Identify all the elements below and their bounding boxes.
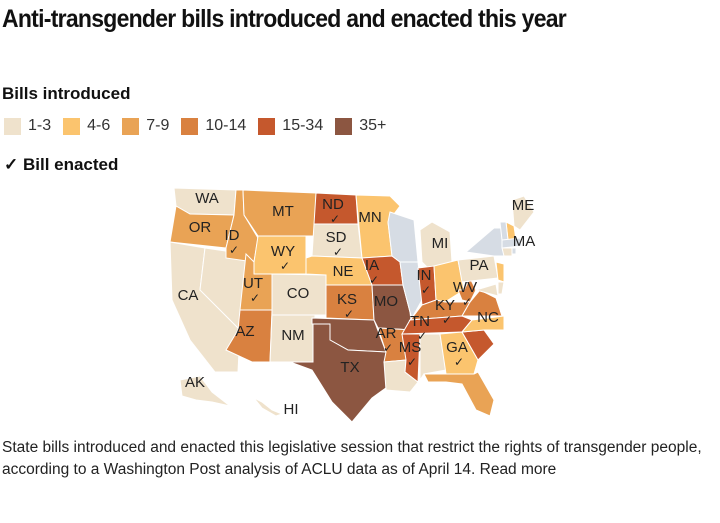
state-label: ND <box>322 196 344 213</box>
enacted-check-icon: ✓ <box>250 291 260 305</box>
enacted-check-icon: ✓ <box>442 313 452 327</box>
state-ri <box>511 247 517 255</box>
state-label: MT <box>272 203 294 220</box>
state-label: MO <box>374 293 398 310</box>
legend-label: 4-6 <box>87 117 111 134</box>
legend-swatch <box>122 117 140 135</box>
state-ms <box>401 333 421 383</box>
legend-swatch <box>4 117 21 135</box>
legend-item: 15-34 <box>258 117 323 135</box>
state-label: IA <box>365 257 379 274</box>
legend-swatch <box>63 117 81 135</box>
state-label: MN <box>358 209 381 226</box>
legend-label: 7-9 <box>146 117 170 134</box>
state-va <box>461 289 503 317</box>
state-label: TX <box>340 359 359 376</box>
legend-item: 10-14 <box>181 117 246 135</box>
state-ga <box>439 331 479 375</box>
state-label: CO <box>287 285 310 302</box>
state-label: IN <box>417 267 432 284</box>
state-label: ME <box>512 197 535 214</box>
state-label: ID <box>225 227 240 244</box>
enacted-check-icon: ✓ <box>462 295 472 309</box>
state-ma <box>501 237 523 249</box>
state-label: CA <box>178 287 199 304</box>
enacted-check-icon: ✓ <box>407 355 417 369</box>
state-az <box>225 309 273 363</box>
state-label: AR <box>376 325 397 342</box>
state-label: NM <box>281 327 304 344</box>
state-hi <box>253 397 284 417</box>
enacted-check-icon: ✓ <box>344 307 354 321</box>
state-label: KS <box>337 291 357 308</box>
legend: 1-3 4-6 7-9 10-14 15-34 35+ <box>4 117 386 135</box>
state-de <box>497 281 505 295</box>
state-fl <box>423 371 495 417</box>
state-label: HI <box>284 401 299 418</box>
state-nc <box>460 315 505 333</box>
state-label: MA <box>513 233 536 250</box>
state-label: NE <box>333 263 354 280</box>
state-label: GA <box>446 339 468 356</box>
state-me <box>511 195 535 231</box>
state-label: AK <box>185 374 205 391</box>
state-tx <box>289 323 391 423</box>
legend-swatch <box>181 117 199 135</box>
state-vt <box>499 221 509 241</box>
state-ak <box>179 375 231 407</box>
enacted-check-icon: ✓ <box>280 259 290 273</box>
state-label: WA <box>195 190 219 207</box>
state-label: UT <box>243 275 263 292</box>
enacted-check-icon: ✓ <box>454 355 464 369</box>
legend-label: 1-3 <box>28 117 52 134</box>
legend-label: 10-14 <box>205 117 247 134</box>
enacted-check-icon: ✓ <box>369 273 379 287</box>
legend-label: 35+ <box>359 117 387 134</box>
legend-item: 7-9 <box>122 117 169 135</box>
state-label: WY <box>271 243 295 260</box>
state-al <box>419 333 447 382</box>
state-label: PA <box>470 257 489 274</box>
state-label: NC <box>477 309 499 326</box>
enacted-check-icon: ✓ <box>383 341 393 355</box>
enacted-check-icon: ✓ <box>417 329 427 343</box>
legend-swatch <box>258 117 276 135</box>
enacted-check-icon: ✓ <box>330 212 340 226</box>
state-label: OR <box>189 219 212 236</box>
enacted-legend: ✓ Bill enacted <box>4 155 119 174</box>
enacted-check-icon: ✓ <box>229 243 239 257</box>
state-label: MI <box>432 235 449 252</box>
state-label: MS <box>399 339 422 356</box>
caption-text: State bills introduced and enacted this … <box>2 439 702 478</box>
legend-label: 15-34 <box>282 117 324 134</box>
chart-title: Anti-transgender bills introduced and en… <box>2 5 567 33</box>
state-label: AZ <box>235 323 254 340</box>
state-label: KY <box>435 297 455 314</box>
legend-item: 4-6 <box>63 117 110 135</box>
state-oh <box>433 259 465 303</box>
state-label: TN <box>410 313 430 330</box>
legend-swatch <box>335 117 353 135</box>
read-more-link[interactable]: Read more <box>479 461 557 478</box>
state-wi <box>387 211 419 263</box>
enacted-check-icon: ✓ <box>421 283 431 297</box>
state-nj <box>495 261 505 283</box>
state-label: SD <box>326 229 347 246</box>
enacted-check-icon: ✓ <box>333 245 343 259</box>
legend-item: 1-3 <box>4 117 51 135</box>
legend-heading: Bills introduced <box>2 84 131 103</box>
legend-item: 35+ <box>335 117 386 135</box>
state-ct <box>501 247 513 257</box>
state-md <box>474 283 499 297</box>
caption: State bills introduced and enacted this … <box>2 437 717 481</box>
state-label: WV <box>453 279 477 296</box>
